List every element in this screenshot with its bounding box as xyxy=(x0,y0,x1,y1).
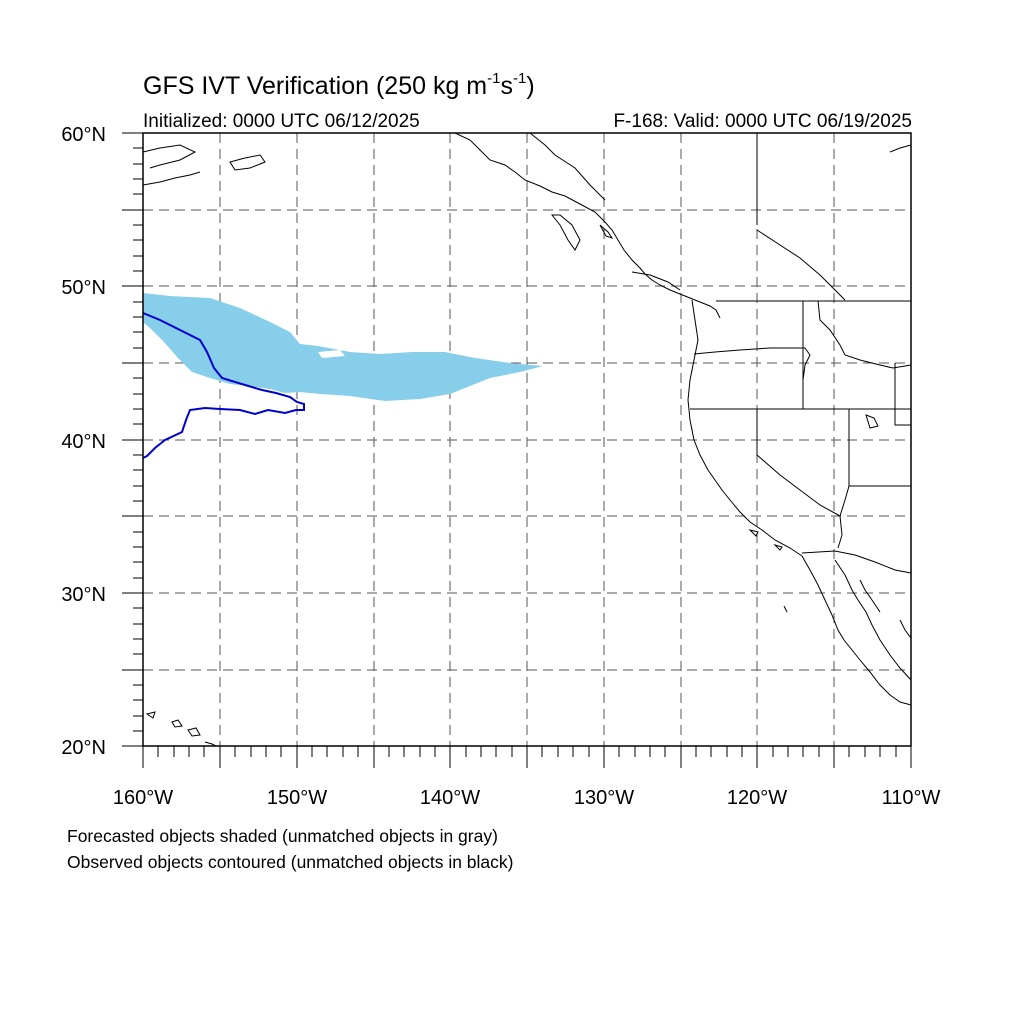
title-main: GFS IVT Verification (250 kg m xyxy=(143,72,488,100)
title-exp-1: -1 xyxy=(487,70,501,87)
lon-label-110w: 110°W xyxy=(882,787,941,809)
initialized-time: Initialized: 0000 UTC 06/12/2025 xyxy=(143,111,420,132)
observed-ivt-contour xyxy=(142,312,305,459)
lat-label-40: 40°N xyxy=(61,431,106,453)
lon-label-120w: 120°W xyxy=(727,787,787,809)
map-title: GFS IVT Verification (250 kg m-1s-1) xyxy=(143,70,535,101)
coastlines xyxy=(142,132,912,747)
lat-label-60: 60°N xyxy=(61,124,106,146)
lat-label-50: 50°N xyxy=(61,277,106,299)
axis-ticks xyxy=(122,132,912,768)
political-borders xyxy=(690,133,912,574)
forecast-ivt-object xyxy=(143,293,543,401)
legend-observed-note: Observed objects contoured (unmatched ob… xyxy=(67,852,514,872)
forecast-ivt-notch xyxy=(318,350,345,358)
title-exp-2: -1 xyxy=(512,70,527,87)
valid-time: F-168: Valid: 0000 UTC 06/19/2025 xyxy=(613,111,912,132)
title-end: ) xyxy=(526,72,535,100)
lat-label-20: 20°N xyxy=(61,737,106,759)
title-mid: s xyxy=(500,72,513,100)
lon-label-130w: 130°W xyxy=(574,787,634,809)
lat-label-30: 30°N xyxy=(61,584,106,606)
legend-forecast-note: Forecasted objects shaded (unmatched obj… xyxy=(67,826,498,846)
lon-label-150w: 150°W xyxy=(267,787,327,809)
lon-label-140w: 140°W xyxy=(420,787,480,809)
lon-label-160w: 160°W xyxy=(113,787,173,809)
map-grid xyxy=(143,133,911,746)
